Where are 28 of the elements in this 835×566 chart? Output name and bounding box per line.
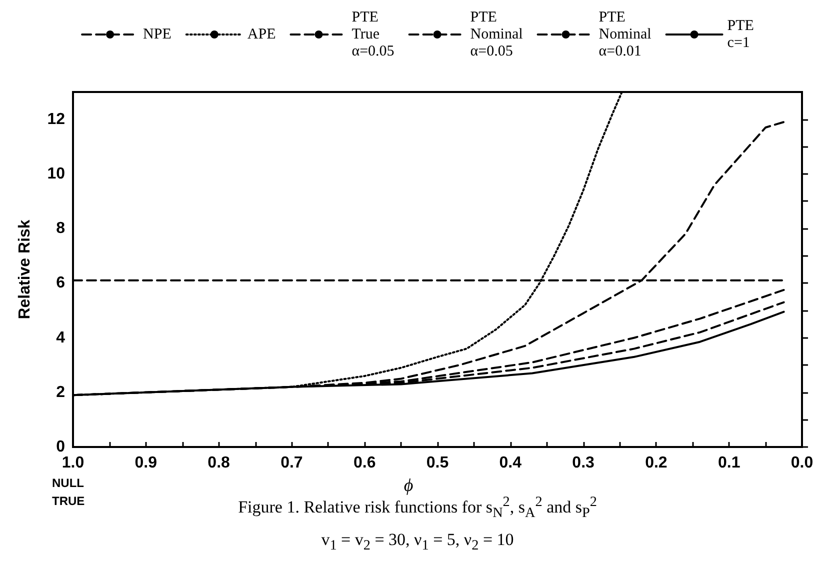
- legend-label: NPE: [143, 26, 172, 42]
- y-tick-label: 0: [56, 438, 66, 456]
- x-tick-label: 0.5: [426, 454, 449, 472]
- y-tick-label: 8: [56, 220, 66, 238]
- x-tick-label: 0.1: [718, 454, 740, 472]
- x-tick-label: 1.0: [62, 454, 84, 472]
- x-tick-label: 0.7: [280, 454, 303, 472]
- text: v$_{1}$ = v$_{2}$ = 30, ν$_{1}$ = 5, ν$_{2}$ = 10: [321, 530, 514, 554]
- x-tick-label: 0.6: [353, 454, 376, 472]
- y-tick-label: 12: [47, 110, 66, 128]
- x-tick-label: 0.3: [572, 454, 595, 472]
- legend-label: APE: [247, 26, 276, 42]
- x-tick-label: 0.4: [499, 454, 522, 472]
- legend-label: PTE Nominal α=0.01: [598, 10, 652, 60]
- y-tick-label: 10: [47, 165, 66, 182]
- legend-label: PTE Nominal α=0.05: [470, 10, 523, 60]
- text: NULL TRUE: [52, 475, 85, 510]
- x-tick-label: 0.8: [208, 454, 230, 472]
- y-tick-label: 2: [56, 384, 66, 401]
- legend-label: PTE c=1: [727, 18, 754, 51]
- x-tick-label: 0.2: [645, 454, 668, 472]
- y-axis-title: Relative Risk: [16, 220, 34, 320]
- y-tick-label: 4: [56, 329, 66, 346]
- x-axis-title: ϕ: [404, 474, 414, 495]
- legend-label: PTE True α=0.05: [352, 10, 394, 60]
- y-tick-label: 6: [56, 274, 66, 292]
- x-tick-label: 0.9: [134, 454, 158, 472]
- x-tick-label: 0.0: [790, 454, 814, 472]
